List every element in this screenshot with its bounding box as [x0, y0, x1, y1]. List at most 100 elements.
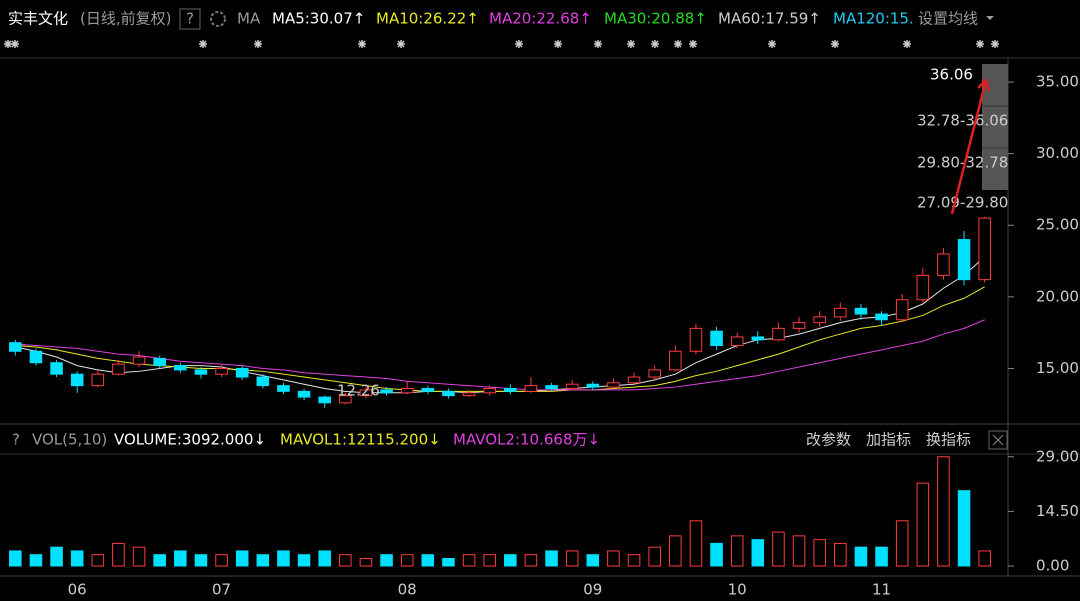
candle-body — [710, 330, 723, 347]
volume-bar — [194, 554, 208, 567]
event-marker — [976, 40, 984, 48]
settings-icon[interactable] — [210, 11, 226, 27]
event-marker — [594, 40, 602, 48]
volume-bar — [689, 520, 703, 567]
volume-bar — [29, 554, 43, 567]
stock-name: 实丰文化 — [8, 10, 68, 28]
button[interactable]: 换指标 — [926, 431, 971, 449]
event-marker — [831, 40, 839, 48]
candle-body — [957, 239, 971, 281]
help[interactable]: ? — [12, 431, 20, 449]
candle-body — [937, 253, 950, 276]
candle-body — [400, 387, 414, 394]
volume-bar — [545, 550, 558, 567]
volume-bar — [215, 554, 228, 567]
ma-item: MA120:15.5 — [833, 10, 923, 28]
ma-label: MA — [237, 10, 261, 28]
candle-body — [648, 369, 661, 378]
candle-body — [297, 390, 311, 398]
annotation: 29.80-32.78 — [917, 154, 1008, 172]
event-marker — [358, 40, 366, 48]
y-tick-label: 0.00 — [1036, 557, 1069, 575]
candle-body — [50, 362, 63, 375]
event-marker — [903, 40, 911, 48]
y-tick-label: 29.00 — [1036, 447, 1079, 465]
mode: (日线,前复权) — [80, 10, 171, 28]
volume-bar — [669, 535, 682, 567]
volume-bar — [607, 550, 620, 567]
close-icon[interactable] — [992, 434, 1004, 446]
candle-body — [978, 217, 991, 281]
candle-body — [359, 389, 373, 397]
ma-item: MA60:17.59↑ — [718, 10, 821, 28]
volume-bar — [648, 546, 661, 567]
candle-body — [442, 390, 455, 397]
volume-bar — [339, 554, 352, 567]
ma-item: MA20:22.68↑ — [489, 10, 592, 28]
candle-body — [669, 350, 682, 371]
volume-bar — [586, 554, 600, 567]
event-marker — [4, 40, 12, 48]
volume-bar — [70, 550, 84, 567]
candle-body — [70, 373, 84, 387]
volume-bar — [277, 550, 290, 567]
close-box[interactable] — [988, 430, 1008, 450]
button[interactable]: 加指标 — [866, 431, 911, 449]
candle-body — [462, 392, 476, 397]
candle-body — [112, 363, 125, 375]
y-tick-label: 25.00 — [1036, 216, 1079, 234]
button[interactable]: 改参数 — [806, 431, 851, 449]
event-marker — [515, 40, 523, 48]
x-tick-label: 06 — [68, 581, 87, 599]
candle-body — [174, 365, 187, 371]
event-marker — [199, 40, 207, 48]
ma-line — [15, 256, 986, 394]
candle-body — [751, 336, 765, 341]
candle-body — [318, 396, 331, 404]
y-tick-label: 14.50 — [1036, 502, 1079, 520]
header: 实丰文化 (日线,前复权) ? MA MA5:30.07↑ MA10:26.22… — [8, 6, 995, 32]
volume-bar — [854, 546, 868, 567]
event-marker — [254, 40, 262, 48]
indicator-name: VOL(5,10) — [32, 431, 107, 449]
volume-bar — [483, 554, 496, 567]
candle-body — [813, 316, 826, 324]
x-tick-label: 07 — [212, 581, 231, 599]
volume-item: MAVOL2:10.668万↓ — [453, 431, 600, 449]
event-marker — [554, 40, 562, 48]
y-tick-label: 35.00 — [1036, 73, 1079, 91]
volume-bar — [937, 456, 950, 567]
candle-body — [772, 327, 785, 341]
volume-bar — [297, 554, 311, 567]
x-tick-label: 09 — [583, 581, 602, 599]
setting-bg — [915, 6, 995, 32]
candle-body — [235, 367, 249, 378]
y-tick-label: 30.00 — [1036, 144, 1079, 162]
candle-body — [153, 357, 166, 367]
candle-body — [421, 387, 435, 392]
candle-body — [565, 383, 579, 389]
candle-body — [916, 274, 930, 301]
help[interactable]: ? — [186, 10, 194, 28]
event-marker — [397, 40, 405, 48]
candle-body — [277, 385, 290, 392]
ma-setting[interactable]: 设置均线 — [918, 10, 978, 28]
event-marker — [651, 40, 659, 48]
volume-bar — [957, 490, 971, 567]
candle-body — [256, 376, 270, 387]
help-box[interactable] — [179, 8, 201, 30]
candle-body — [834, 307, 847, 318]
volume-bar — [565, 550, 579, 567]
volume-bar — [112, 542, 125, 567]
dropdown-icon[interactable] — [986, 16, 994, 20]
ma-item: MA10:26.22↑ — [376, 10, 479, 28]
candle-body — [91, 373, 105, 387]
annotation: 36.06 — [930, 66, 973, 84]
volume-bar — [91, 554, 105, 567]
volume-bar — [710, 542, 723, 567]
annotation: 12.26 — [337, 382, 380, 400]
candle-body — [194, 369, 208, 375]
candle-body — [29, 350, 43, 364]
annotation: 32.78-36.06 — [917, 112, 1008, 130]
volume-bar — [235, 550, 249, 567]
